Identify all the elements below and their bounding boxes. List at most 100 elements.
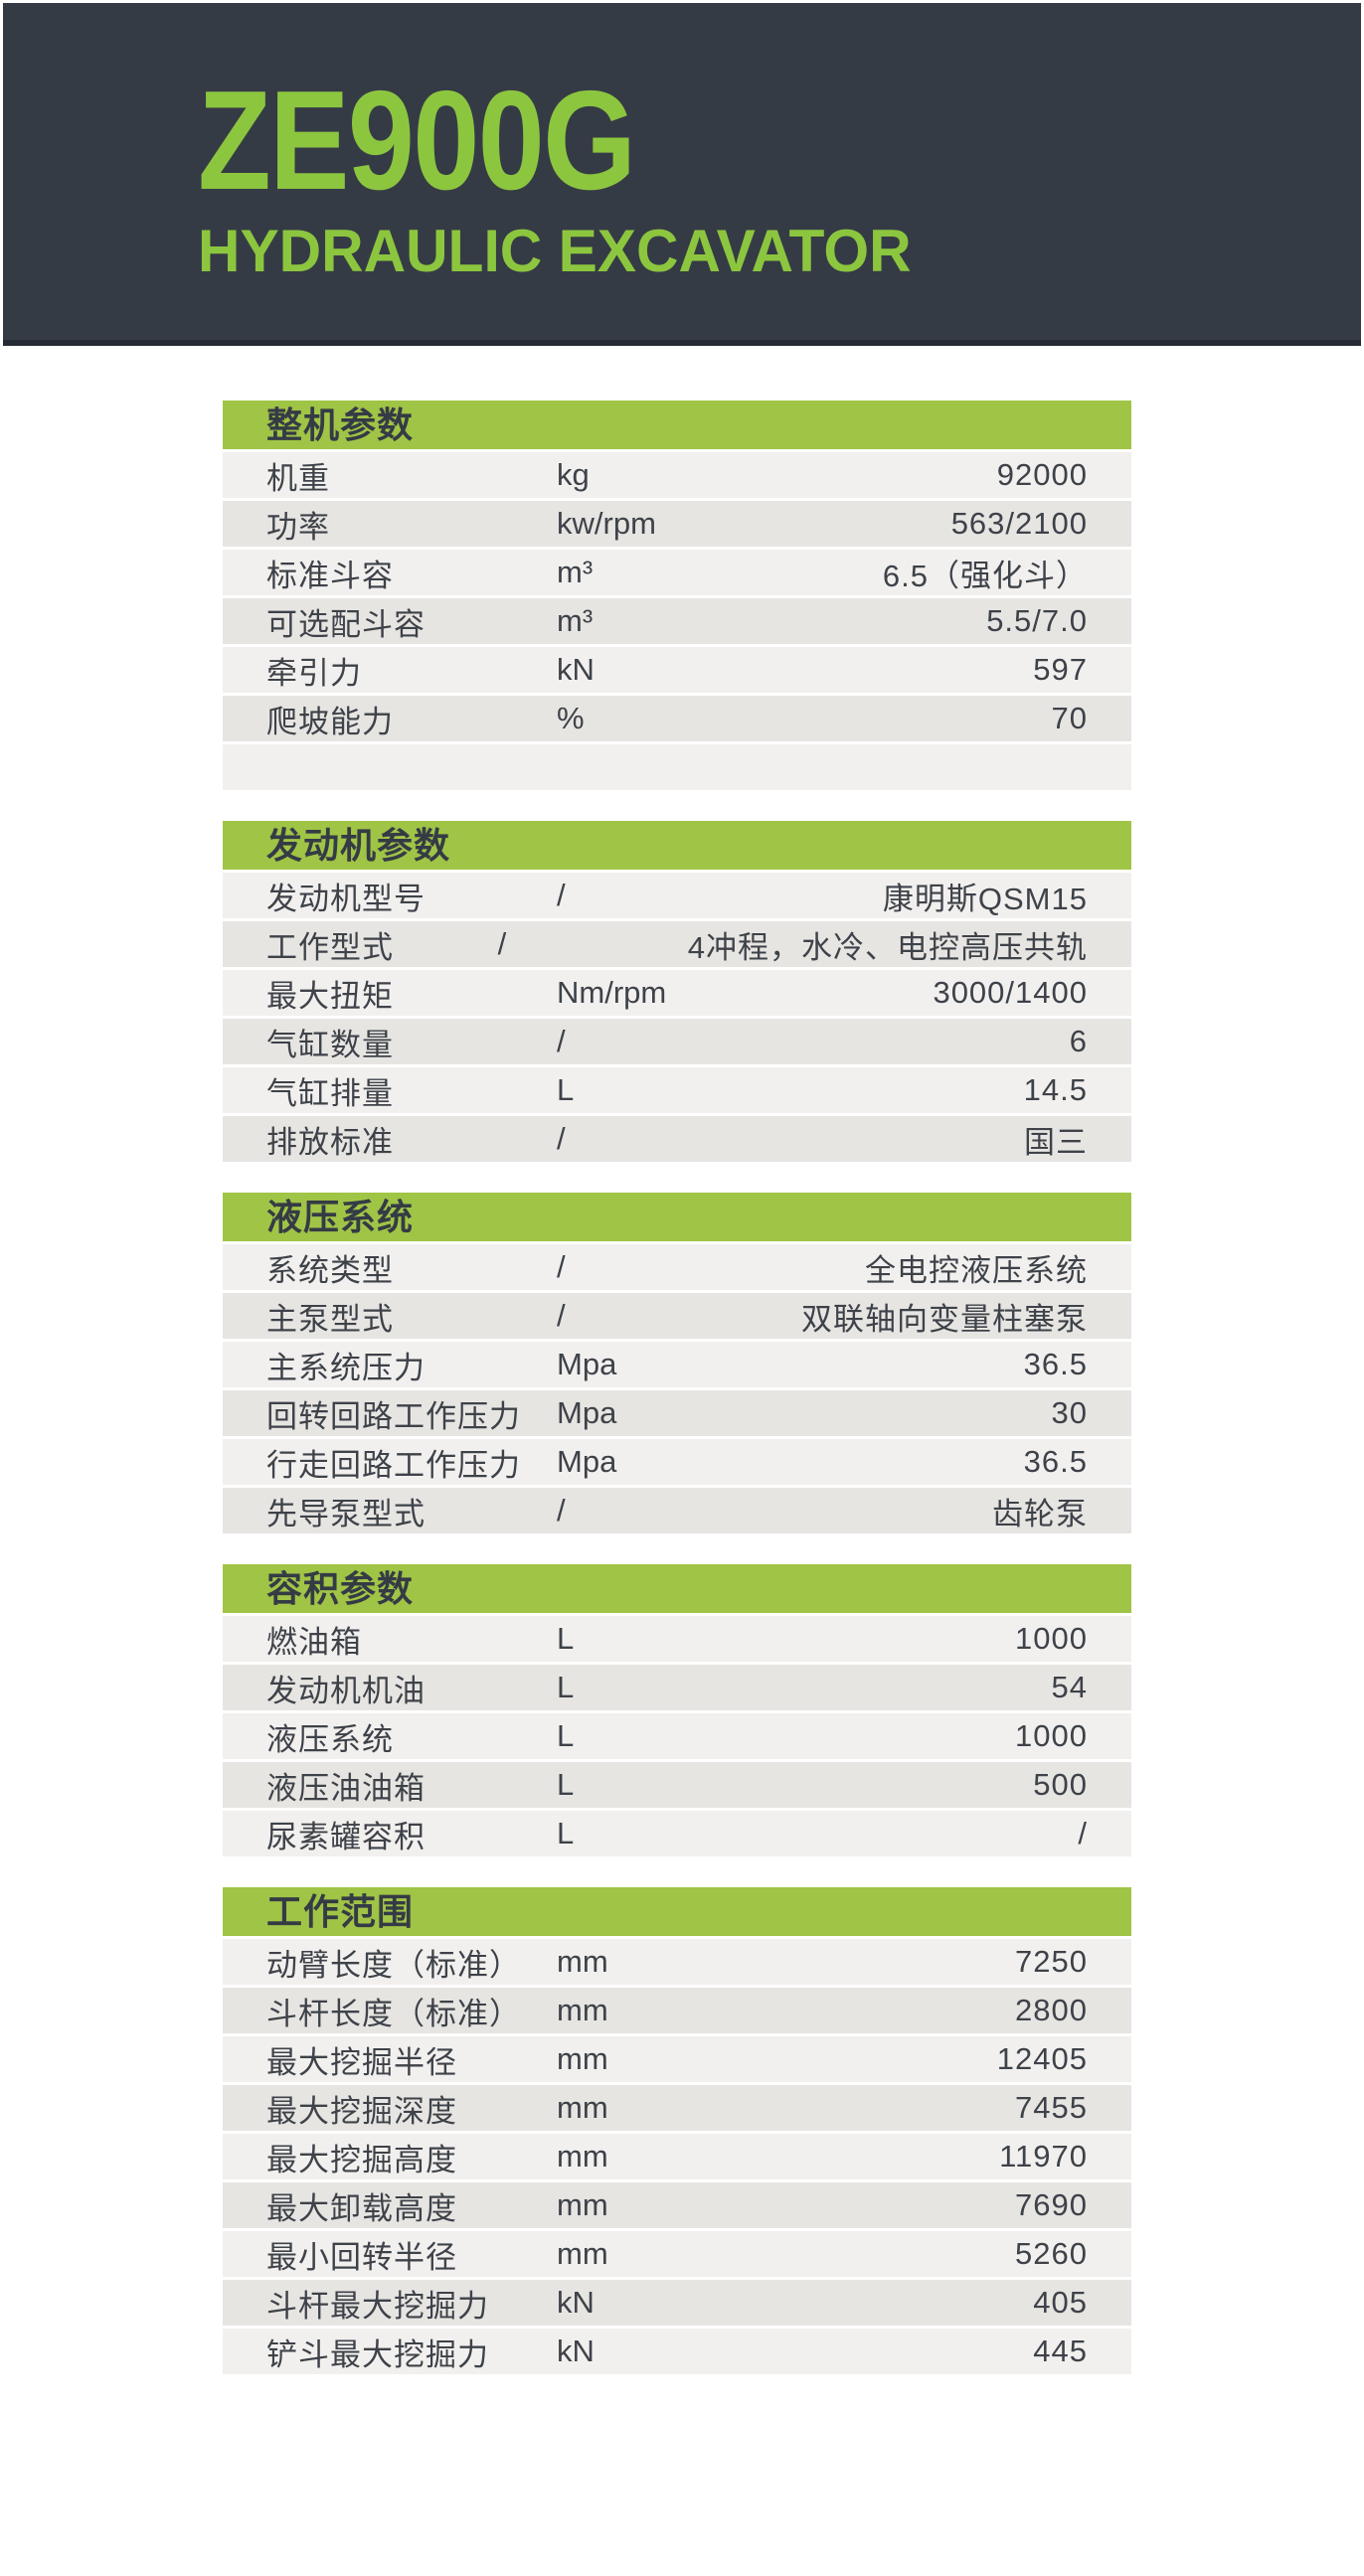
row-unit: L [557, 1621, 575, 1656]
row-unit: / [557, 1121, 566, 1156]
table-row: 斗杆最大挖掘力 kN 405 [223, 2280, 1131, 2326]
row-value: 54 [1051, 1670, 1088, 1704]
table-row: 斗杆长度（标准） mm 2800 [223, 1988, 1131, 2033]
title-banner: ZE900G HYDRAULIC EXCAVATOR [3, 3, 1361, 346]
row-label: 最小回转半径 [266, 2239, 457, 2275]
row-value: 36.5 [1023, 1444, 1088, 1479]
row-label: 铲斗最大挖掘力 [266, 2336, 489, 2372]
table-row: 最大扭矩 Nm/rpm 3000/1400 [223, 970, 1131, 1016]
row-label: 发动机机油 [266, 1673, 426, 1708]
table-row: 液压油油箱 L 500 [223, 1762, 1131, 1808]
row-label: 最大扭矩 [266, 978, 394, 1014]
row-value: 92000 [996, 457, 1088, 492]
table-row: 可选配斗容 m³ 5.5/7.0 [223, 598, 1131, 644]
row-label: 气缸数量 [266, 1027, 394, 1062]
row-unit: kN [557, 652, 595, 687]
table-row: 液压系统 L 1000 [223, 1713, 1131, 1759]
row-unit: L [557, 1767, 575, 1802]
row-unit: / [557, 1493, 566, 1528]
table-row: 气缸排量 L 14.5 [223, 1067, 1131, 1113]
table-row: 功率 kw/rpm 563/2100 [223, 501, 1131, 547]
row-label: 行走回路工作压力 [266, 1447, 521, 1483]
row-label: 主系统压力 [266, 1350, 426, 1385]
spec-table: 容积参数 燃油箱 L 1000 发动机机油 L 54 液压系统 L 1000 液压油油箱 L 500 尿素… [223, 1564, 1131, 1856]
table-row [223, 744, 1131, 790]
row-value: 康明斯QSM15 [882, 881, 1088, 916]
row-label: 最大挖掘高度 [266, 2142, 457, 2177]
row-label: 斗杆长度（标准） [266, 1996, 521, 2031]
row-unit: mm [557, 1993, 608, 2027]
row-label: 最大卸载高度 [266, 2190, 457, 2226]
row-value: 445 [1033, 2334, 1088, 2368]
table-row: 最大挖掘高度 mm 11970 [223, 2134, 1131, 2179]
table-row: 先导泵型式 / 齿轮泵 [223, 1488, 1131, 1533]
row-label: 液压油油箱 [266, 1770, 426, 1806]
row-label: 发动机型号 [266, 881, 426, 916]
spec-table: 发动机参数 发动机型号 / 康明斯QSM15 工作型式 / 4冲程，水冷、电控高压共轨 最大扭… [223, 821, 1131, 1162]
table-row: 机重 kg 92000 [223, 452, 1131, 498]
table-row: 发动机型号 / 康明斯QSM15 [223, 873, 1131, 918]
row-label: 可选配斗容 [266, 606, 426, 642]
table-row: 牵引力 kN 597 [223, 647, 1131, 693]
section-header: 整机参数 [223, 401, 1131, 449]
row-value: 36.5 [1023, 1347, 1088, 1381]
section-header: 容积参数 [223, 1564, 1131, 1613]
row-value: 405 [1033, 2285, 1088, 2320]
table-row: 主泵型式 / 双联轴向变量柱塞泵 [223, 1293, 1131, 1339]
spec-table: 工作范围 动臂长度（标准） mm 7250 斗杆长度（标准） mm 2800 最大挖掘半径 mm… [223, 1887, 1131, 2374]
row-unit: % [557, 701, 585, 735]
row-unit: L [557, 1072, 575, 1107]
row-label: 燃油箱 [266, 1624, 362, 1660]
row-label: 气缸排量 [266, 1075, 394, 1111]
row-label: 爬坡能力 [266, 704, 394, 739]
row-unit: / [557, 1249, 566, 1284]
row-label: 主泵型式 [266, 1301, 394, 1337]
row-label: 工作型式 [266, 929, 394, 965]
row-unit: mm [557, 2139, 608, 2174]
row-value: 3000/1400 [933, 975, 1088, 1010]
table-row: 爬坡能力% 70 [223, 696, 1131, 741]
row-unit: mm [557, 2236, 608, 2271]
row-label: 斗杆最大挖掘力 [266, 2288, 489, 2324]
row-unit: mm [557, 2187, 608, 2222]
row-value: 5.5/7.0 [986, 603, 1088, 638]
table-row: 最大卸载高度 mm 7690 [223, 2182, 1131, 2228]
row-unit: L [557, 1670, 575, 1704]
model-name: ZE900G [198, 62, 636, 220]
table-row: 主系统压力 Mpa 36.5 [223, 1342, 1131, 1387]
row-value: 4冲程，水冷、电控高压共轨 [687, 929, 1088, 965]
row-unit: kN [557, 2334, 595, 2368]
table-row: 气缸数量 / 6 [223, 1019, 1131, 1064]
table-row: 回转回路工作压力 Mpa 30 [223, 1390, 1131, 1436]
row-unit: kw/rpm [557, 506, 656, 541]
row-label: 动臂长度（标准） [266, 1947, 521, 1983]
row-unit: L [557, 1816, 575, 1851]
model-subtitle: HYDRAULIC EXCAVATOR [198, 218, 912, 284]
row-value: 齿轮泵 [992, 1496, 1088, 1531]
row-unit: mm [557, 1944, 608, 1979]
row-label: 标准斗容 [266, 558, 394, 593]
row-unit: Mpa [557, 1347, 617, 1381]
section-header: 工作范围 [223, 1887, 1131, 1936]
row-unit: Mpa [557, 1395, 617, 1430]
row-label: 液压系统 [266, 1721, 394, 1757]
row-value: 70 [1051, 701, 1088, 735]
row-value: 11970 [999, 2139, 1088, 2174]
row-value: 30 [1051, 1395, 1088, 1430]
row-value: 7455 [1015, 2090, 1088, 2125]
row-unit: / [557, 1024, 566, 1058]
row-unit: mm [557, 2090, 608, 2125]
spec-table: 整机参数 机重 kg 92000 功率 kw/rpm 563/2100 标准斗容 m³ 6.5（强… [223, 401, 1131, 790]
row-label: 回转回路工作压力 [266, 1398, 521, 1434]
row-unit: / [557, 878, 566, 912]
row-value: 7690 [1015, 2187, 1088, 2222]
table-row: 标准斗容 m³ 6.5（强化斗） [223, 550, 1131, 595]
row-value: 563/2100 [950, 506, 1088, 541]
row-unit: / [557, 1298, 566, 1333]
row-label: 最大挖掘半径 [266, 2044, 457, 2080]
row-label: 系统类型 [266, 1252, 394, 1288]
table-row: 最大挖掘深度 mm 7455 [223, 2085, 1131, 2131]
spec-table: 液压系统 系统类型 / 全电控液压系统 主泵型式 / 双联轴向变量柱塞泵 主系统压力 Mpa 36… [223, 1193, 1131, 1533]
table-row: 排放标准 / 国三 [223, 1116, 1131, 1162]
row-value: 7250 [1015, 1944, 1088, 1979]
